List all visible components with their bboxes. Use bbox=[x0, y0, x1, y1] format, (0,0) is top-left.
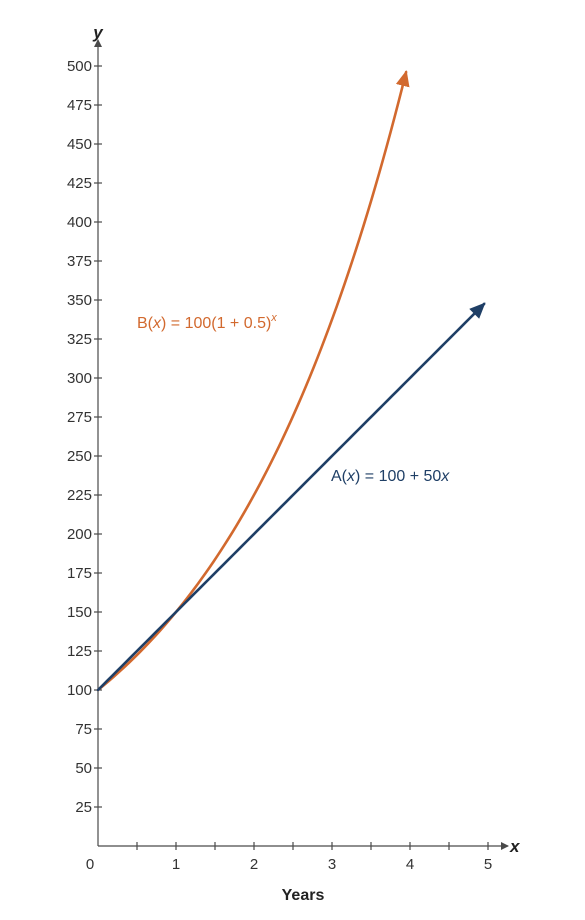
y-tick-label: 25 bbox=[75, 799, 92, 816]
y-tick-label: 100 bbox=[67, 682, 92, 699]
y-axis-name: y bbox=[92, 23, 104, 42]
label-lin-part-2: ) = 100 + 50 bbox=[355, 468, 441, 485]
label-exp-part-1: x bbox=[152, 315, 162, 332]
axes: 2550751001251501752002252502753003253503… bbox=[67, 39, 509, 873]
y-tick-label: 425 bbox=[67, 175, 92, 192]
y-tick-label: 475 bbox=[67, 97, 92, 114]
x-tick-label: 5 bbox=[484, 856, 492, 873]
y-tick-label: 150 bbox=[67, 604, 92, 621]
label-exp-part-2: ) = 100(1 + 0.5) bbox=[161, 315, 271, 332]
series-label-exponential: B(x) = 100(1 + 0.5)x bbox=[137, 312, 277, 332]
y-tick-label: 225 bbox=[67, 487, 92, 504]
y-tick-label: 300 bbox=[67, 370, 92, 387]
series-layer bbox=[96, 70, 486, 692]
y-tick-label: 375 bbox=[67, 253, 92, 270]
y-tick-label: 400 bbox=[67, 214, 92, 231]
y-tick-label: 325 bbox=[67, 331, 92, 348]
x-tick-label: 3 bbox=[328, 856, 336, 873]
series-label-linear: A(x) = 100 + 50x bbox=[331, 468, 450, 485]
x-tick-label: 0 bbox=[86, 856, 94, 873]
label-exp-exponent: x bbox=[270, 312, 277, 324]
y-tick-label: 350 bbox=[67, 292, 92, 309]
y-tick-label: 175 bbox=[67, 565, 92, 582]
y-tick-label: 450 bbox=[67, 136, 92, 153]
series-line-exponential bbox=[96, 70, 410, 692]
y-tick-label: 75 bbox=[75, 721, 92, 738]
x-axis-title: Years bbox=[282, 887, 325, 904]
y-tick-label: 275 bbox=[67, 409, 92, 426]
y-tick-label: 200 bbox=[67, 526, 92, 543]
y-tick-label: 500 bbox=[67, 58, 92, 75]
x-tick-label: 2 bbox=[250, 856, 258, 873]
series-line-linear bbox=[96, 302, 486, 692]
y-tick-label: 125 bbox=[67, 643, 92, 660]
x-axis-name: x bbox=[509, 837, 521, 856]
x-tick-label: 4 bbox=[406, 856, 414, 873]
label-lin-part-0: A( bbox=[331, 468, 348, 485]
label-lin-part-1: x bbox=[346, 468, 356, 485]
label-lin-part-3: x bbox=[440, 468, 450, 485]
y-tick-label: 50 bbox=[75, 760, 92, 777]
label-exp-part-0: B( bbox=[137, 315, 154, 332]
x-tick-label: 1 bbox=[172, 856, 180, 873]
y-tick-label: 250 bbox=[67, 448, 92, 465]
